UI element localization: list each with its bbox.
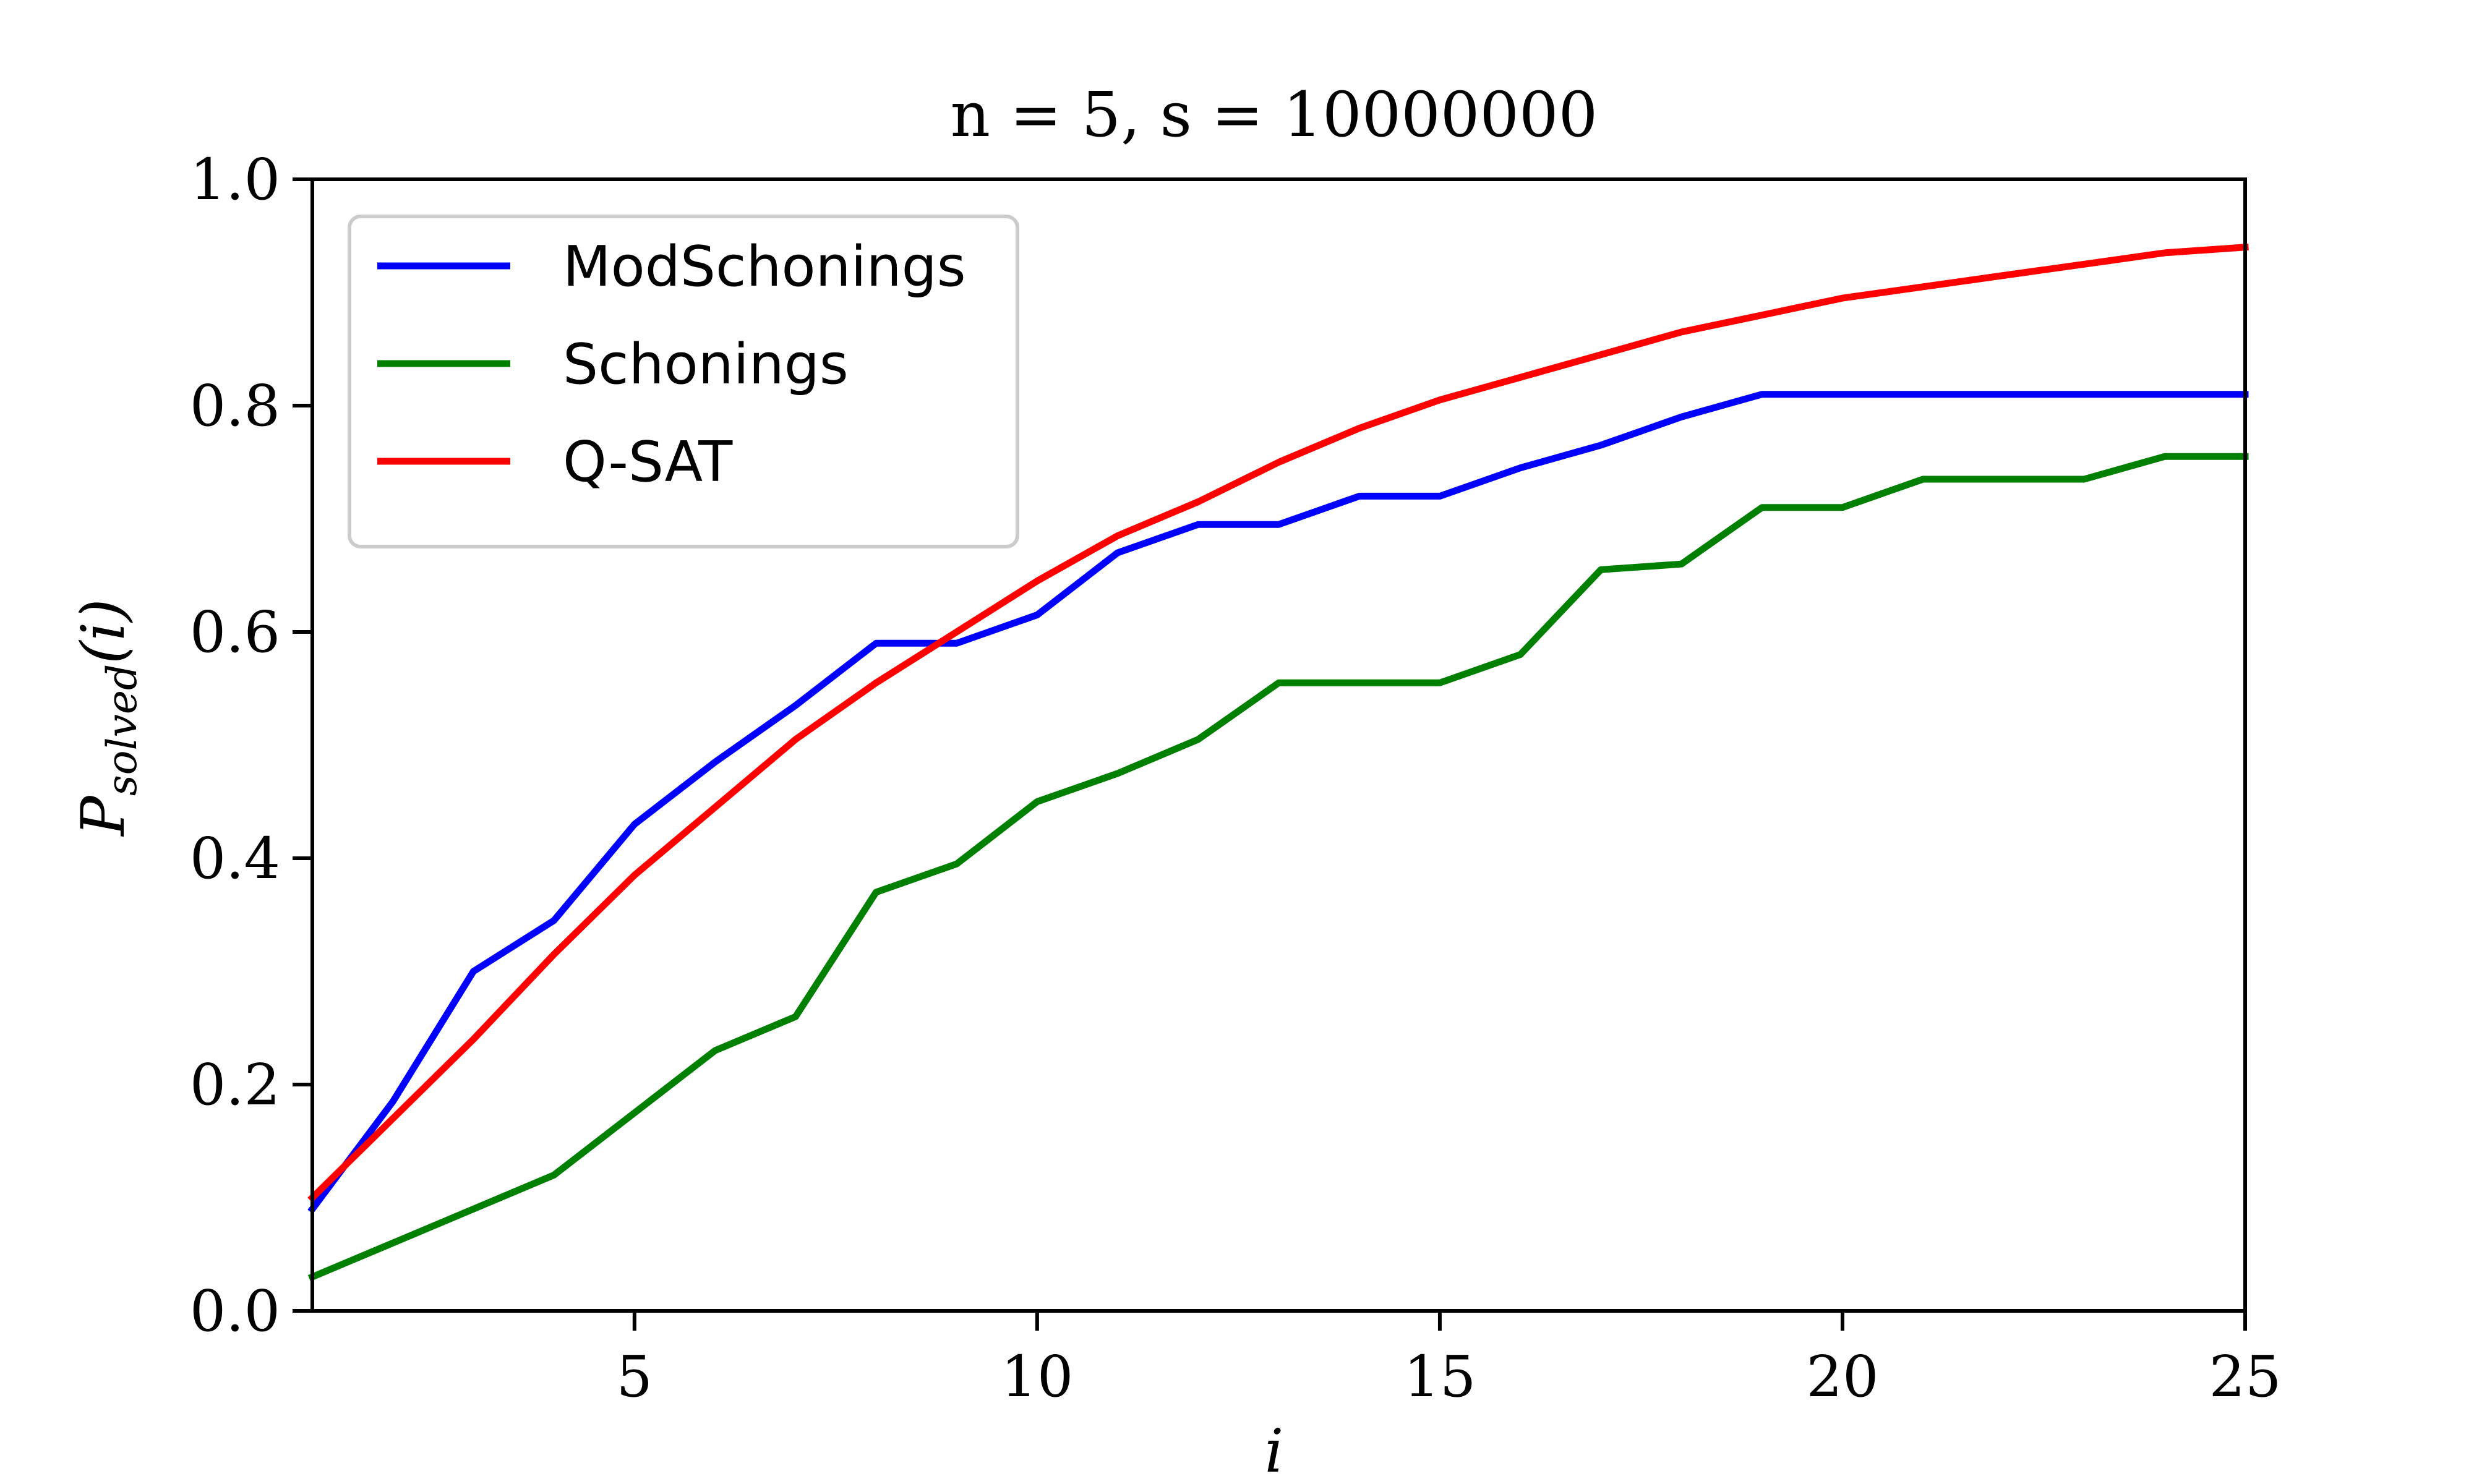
chart-title: n = 5, s = 10000000 — [951, 79, 1598, 151]
x-tick-label: 5 — [617, 1344, 653, 1410]
legend-label-modschonings: ModSchonings — [563, 234, 966, 299]
legend-label-q-sat: Q-SAT — [563, 430, 733, 495]
y-tick-label: 0.4 — [190, 825, 280, 892]
y-tick-label: 0.8 — [190, 373, 280, 439]
y-tick-label: 0.6 — [190, 599, 280, 665]
series-line-schonings — [307, 453, 2249, 1282]
y-axis-label-arg: (i) — [69, 599, 138, 664]
y-axis-label-sub: solved — [98, 664, 146, 796]
legend-box — [348, 215, 1019, 548]
x-tick-label: 10 — [1001, 1344, 1073, 1410]
legend-label-schonings: Schonings — [563, 332, 849, 397]
y-tick-label: 0.2 — [190, 1052, 280, 1118]
axes-frame — [310, 177, 2247, 1313]
series-line-q-sat — [307, 243, 2249, 1203]
y-axis-label: Psolved(i) — [69, 599, 146, 837]
svg-text:Psolved(i): Psolved(i) — [69, 599, 146, 837]
x-tick-label: 20 — [1806, 1344, 1878, 1410]
y-axis-label-main: P — [69, 795, 138, 837]
legend: ModSchonings Schonings Q-SAT — [348, 215, 1019, 548]
series-line-modschonings — [307, 391, 2249, 1214]
x-tick-label: 25 — [2209, 1344, 2281, 1410]
y-tick-label: 1.0 — [190, 147, 280, 213]
plot-area: 0.0 0.2 0.4 0.6 0.8 1.0 5 10 15 20 25 — [190, 147, 2282, 1410]
x-tick-label: 15 — [1403, 1344, 1476, 1410]
y-tick-label: 0.0 — [190, 1278, 280, 1344]
x-axis-label: i — [1265, 1417, 1284, 1484]
